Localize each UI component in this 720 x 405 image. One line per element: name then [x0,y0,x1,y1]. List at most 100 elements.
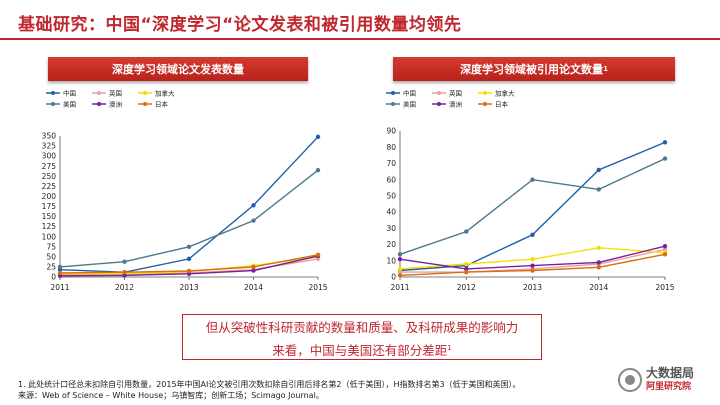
chart-title-text: 深度学习领域论文发表数量 [112,63,244,76]
series-line [399,157,666,255]
data-point [596,260,601,265]
y-tick-label: 100 [42,232,57,241]
x-tick-label: 2013 [179,283,198,292]
data-point [662,247,668,252]
legend-label: 加拿大 [155,88,175,97]
data-point [464,229,469,234]
data-point [530,177,535,182]
data-point [596,265,601,270]
y-tick-label: 350 [42,132,57,141]
data-point [186,244,192,249]
data-point [662,252,668,257]
legend-marker [97,91,101,95]
data-point [251,264,256,270]
callout-box: 但从突破性科研贡献的数量和质量、及科研成果的影响力 来看，中国与美国还有部分差距… [182,314,542,360]
y-tick-label: 275 [42,162,57,171]
legend-label: 美国 [63,99,76,108]
y-tick-label: 50 [386,191,396,200]
footnote-line-2: 来源：Web of Science – White House；乌镇智库；创新工… [18,391,324,400]
x-tick-label: 2014 [244,283,263,292]
data-point [596,245,601,250]
series-日本 [397,252,668,278]
chart-title-citations: 深度学习领域被引用论文数量 1 [393,57,675,81]
series-line [59,136,319,273]
title-divider [0,38,720,40]
watermark-sub: 阿里研究院 [646,382,692,392]
x-tick-label: 2013 [523,283,542,292]
x-tick-label: 2011 [390,283,409,292]
legend-marker [143,102,147,106]
data-point [186,256,192,262]
watermark: 大数据局 阿里研究院 [618,360,714,400]
data-point [662,140,668,145]
y-tick-label: 0 [391,273,396,282]
series-line [59,169,319,268]
y-tick-label: 125 [42,222,57,231]
series-日本 [57,252,321,276]
legend-label: 英国 [449,88,462,97]
y-tick-label: 150 [42,212,57,221]
chart-title-sup: 1 [603,65,608,73]
footnote-line-1: 1. 此处统计口径总未扣除自引用数量，2015年中国AI论文被引用次数扣除自引用… [18,380,521,389]
wechat-logo-icon [618,368,642,392]
series-美国 [57,168,321,270]
legend-label: 日本 [155,99,169,108]
callout-line-2: 来看，中国与美国还有部分差距1 [183,338,541,361]
watermark-text: 大数据局 阿里研究院 [646,366,694,394]
legend-label: 中国 [63,88,76,97]
data-point [464,261,469,267]
y-tick-label: 30 [386,224,396,233]
page-title: 基础研究：中国“深度学习“论文发表和被引用数量均领先 [18,15,462,35]
callout-sup: 1 [447,344,452,352]
legend-marker [391,102,395,106]
legend-item: 日本 [478,99,509,108]
x-tick-label: 2012 [457,283,476,292]
series-中国 [57,134,321,275]
legend-label: 英国 [109,88,122,97]
legend-item: 加拿大 [138,88,175,97]
y-tick-label: 225 [42,182,57,191]
y-tick-label: 60 [386,175,396,184]
legend-marker [51,102,55,106]
legend-marker [437,91,441,95]
y-tick-label: 50 [46,252,56,261]
y-tick-label: 325 [42,142,57,151]
legend-label: 加拿大 [495,88,515,97]
y-tick-label: 40 [386,208,396,217]
y-tick-label: 25 [46,263,56,272]
data-point [315,134,321,140]
legend-item: 美国 [46,99,76,108]
legend-item: 美国 [386,99,416,108]
legend-label: 美国 [403,99,416,108]
legend-item: 澳洲 [432,99,462,108]
y-tick-label: 75 [46,242,56,251]
series-澳洲 [397,243,668,272]
y-tick-label: 250 [42,172,57,181]
x-tick-label: 2014 [589,283,608,292]
y-tick-label: 80 [386,143,396,152]
data-point [397,266,403,272]
data-point [122,259,127,264]
data-point [186,268,192,274]
data-point [596,167,601,173]
data-point [251,268,256,273]
data-point [596,187,601,192]
legend-marker [483,102,487,106]
y-tick-label: 70 [386,159,396,168]
legend-label: 中国 [403,88,416,97]
data-point [662,156,668,161]
series-美国 [397,156,668,257]
legend-marker [51,91,55,95]
legend-label: 澳洲 [449,99,462,108]
data-point [662,243,668,249]
data-point [397,273,403,278]
y-tick-label: 175 [42,202,57,211]
legend-label: 日本 [495,99,509,108]
data-point [251,218,256,223]
data-point [397,252,403,257]
data-point [315,168,321,173]
y-tick-label: 200 [42,192,57,201]
legend-item: 加拿大 [478,88,515,97]
legend-item: 中国 [386,88,416,97]
